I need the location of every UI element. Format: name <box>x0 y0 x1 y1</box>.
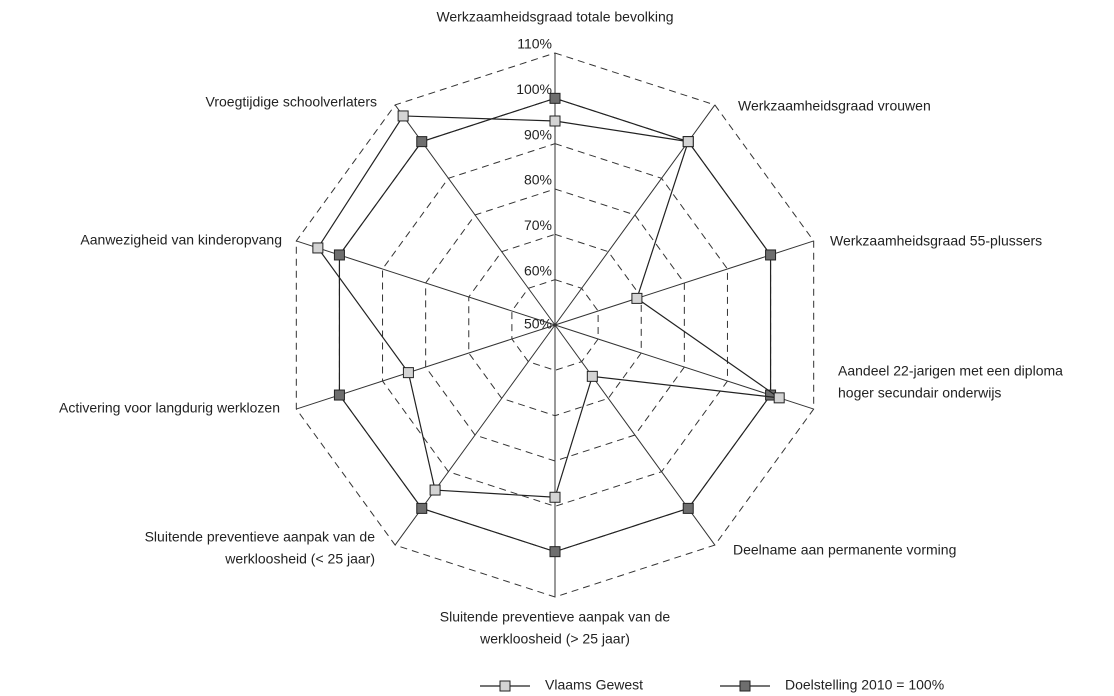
category-label: Activering voor langdurig werklozen <box>59 400 280 416</box>
legend-marker <box>499 680 511 692</box>
category-label: hoger secundair onderwijs <box>838 385 1001 401</box>
tick-label: 70% <box>524 217 552 233</box>
marker <box>397 110 409 122</box>
category-label: Werkzaamheidsgraad vrouwen <box>738 98 931 114</box>
marker <box>549 546 561 558</box>
category-label: werkloosheid (< 25 jaar) <box>224 551 375 567</box>
marker <box>416 502 428 514</box>
category-label: Sluitende preventieve aanpak van de <box>440 609 671 625</box>
category-label: Vroegtijdige schoolverlaters <box>206 94 377 110</box>
marker <box>333 249 345 261</box>
marker <box>631 292 643 304</box>
category-label: Werkzaamheidsgraad 55-plussers <box>830 233 1042 249</box>
category-label: Aandeel 22-jarigen met een diploma <box>838 363 1063 379</box>
marker <box>312 242 324 254</box>
tick-label: 60% <box>524 262 552 278</box>
marker <box>333 389 345 401</box>
tick-label: 110% <box>517 36 552 52</box>
marker <box>586 370 598 382</box>
marker <box>429 484 441 496</box>
tick-label: 50% <box>524 316 552 332</box>
grid-ring <box>382 143 728 507</box>
category-label: Werkzaamheidsgraad totale bevolking <box>436 9 673 25</box>
marker <box>765 249 777 261</box>
marker <box>549 115 561 127</box>
tick-label: 100% <box>516 81 552 97</box>
legend-marker <box>739 680 751 692</box>
grid-ring <box>511 279 599 371</box>
marker <box>402 367 414 379</box>
tick-label: 90% <box>524 126 552 142</box>
legend-label: Vlaams Gewest <box>545 677 643 693</box>
legend-label: Doelstelling 2010 = 100% <box>785 677 944 693</box>
category-label: Aanwezigheid van kinderopvang <box>80 232 282 248</box>
marker <box>549 92 561 104</box>
marker <box>682 502 694 514</box>
tick-label: 80% <box>524 172 552 188</box>
marker <box>773 392 785 404</box>
marker <box>416 136 428 148</box>
category-label: Sluitende preventieve aanpak van de <box>145 529 376 545</box>
category-label: Deelname aan permanente vorming <box>733 542 956 558</box>
marker <box>549 491 561 503</box>
marker <box>682 136 694 148</box>
category-label: werkloosheid (> 25 jaar) <box>479 631 630 647</box>
